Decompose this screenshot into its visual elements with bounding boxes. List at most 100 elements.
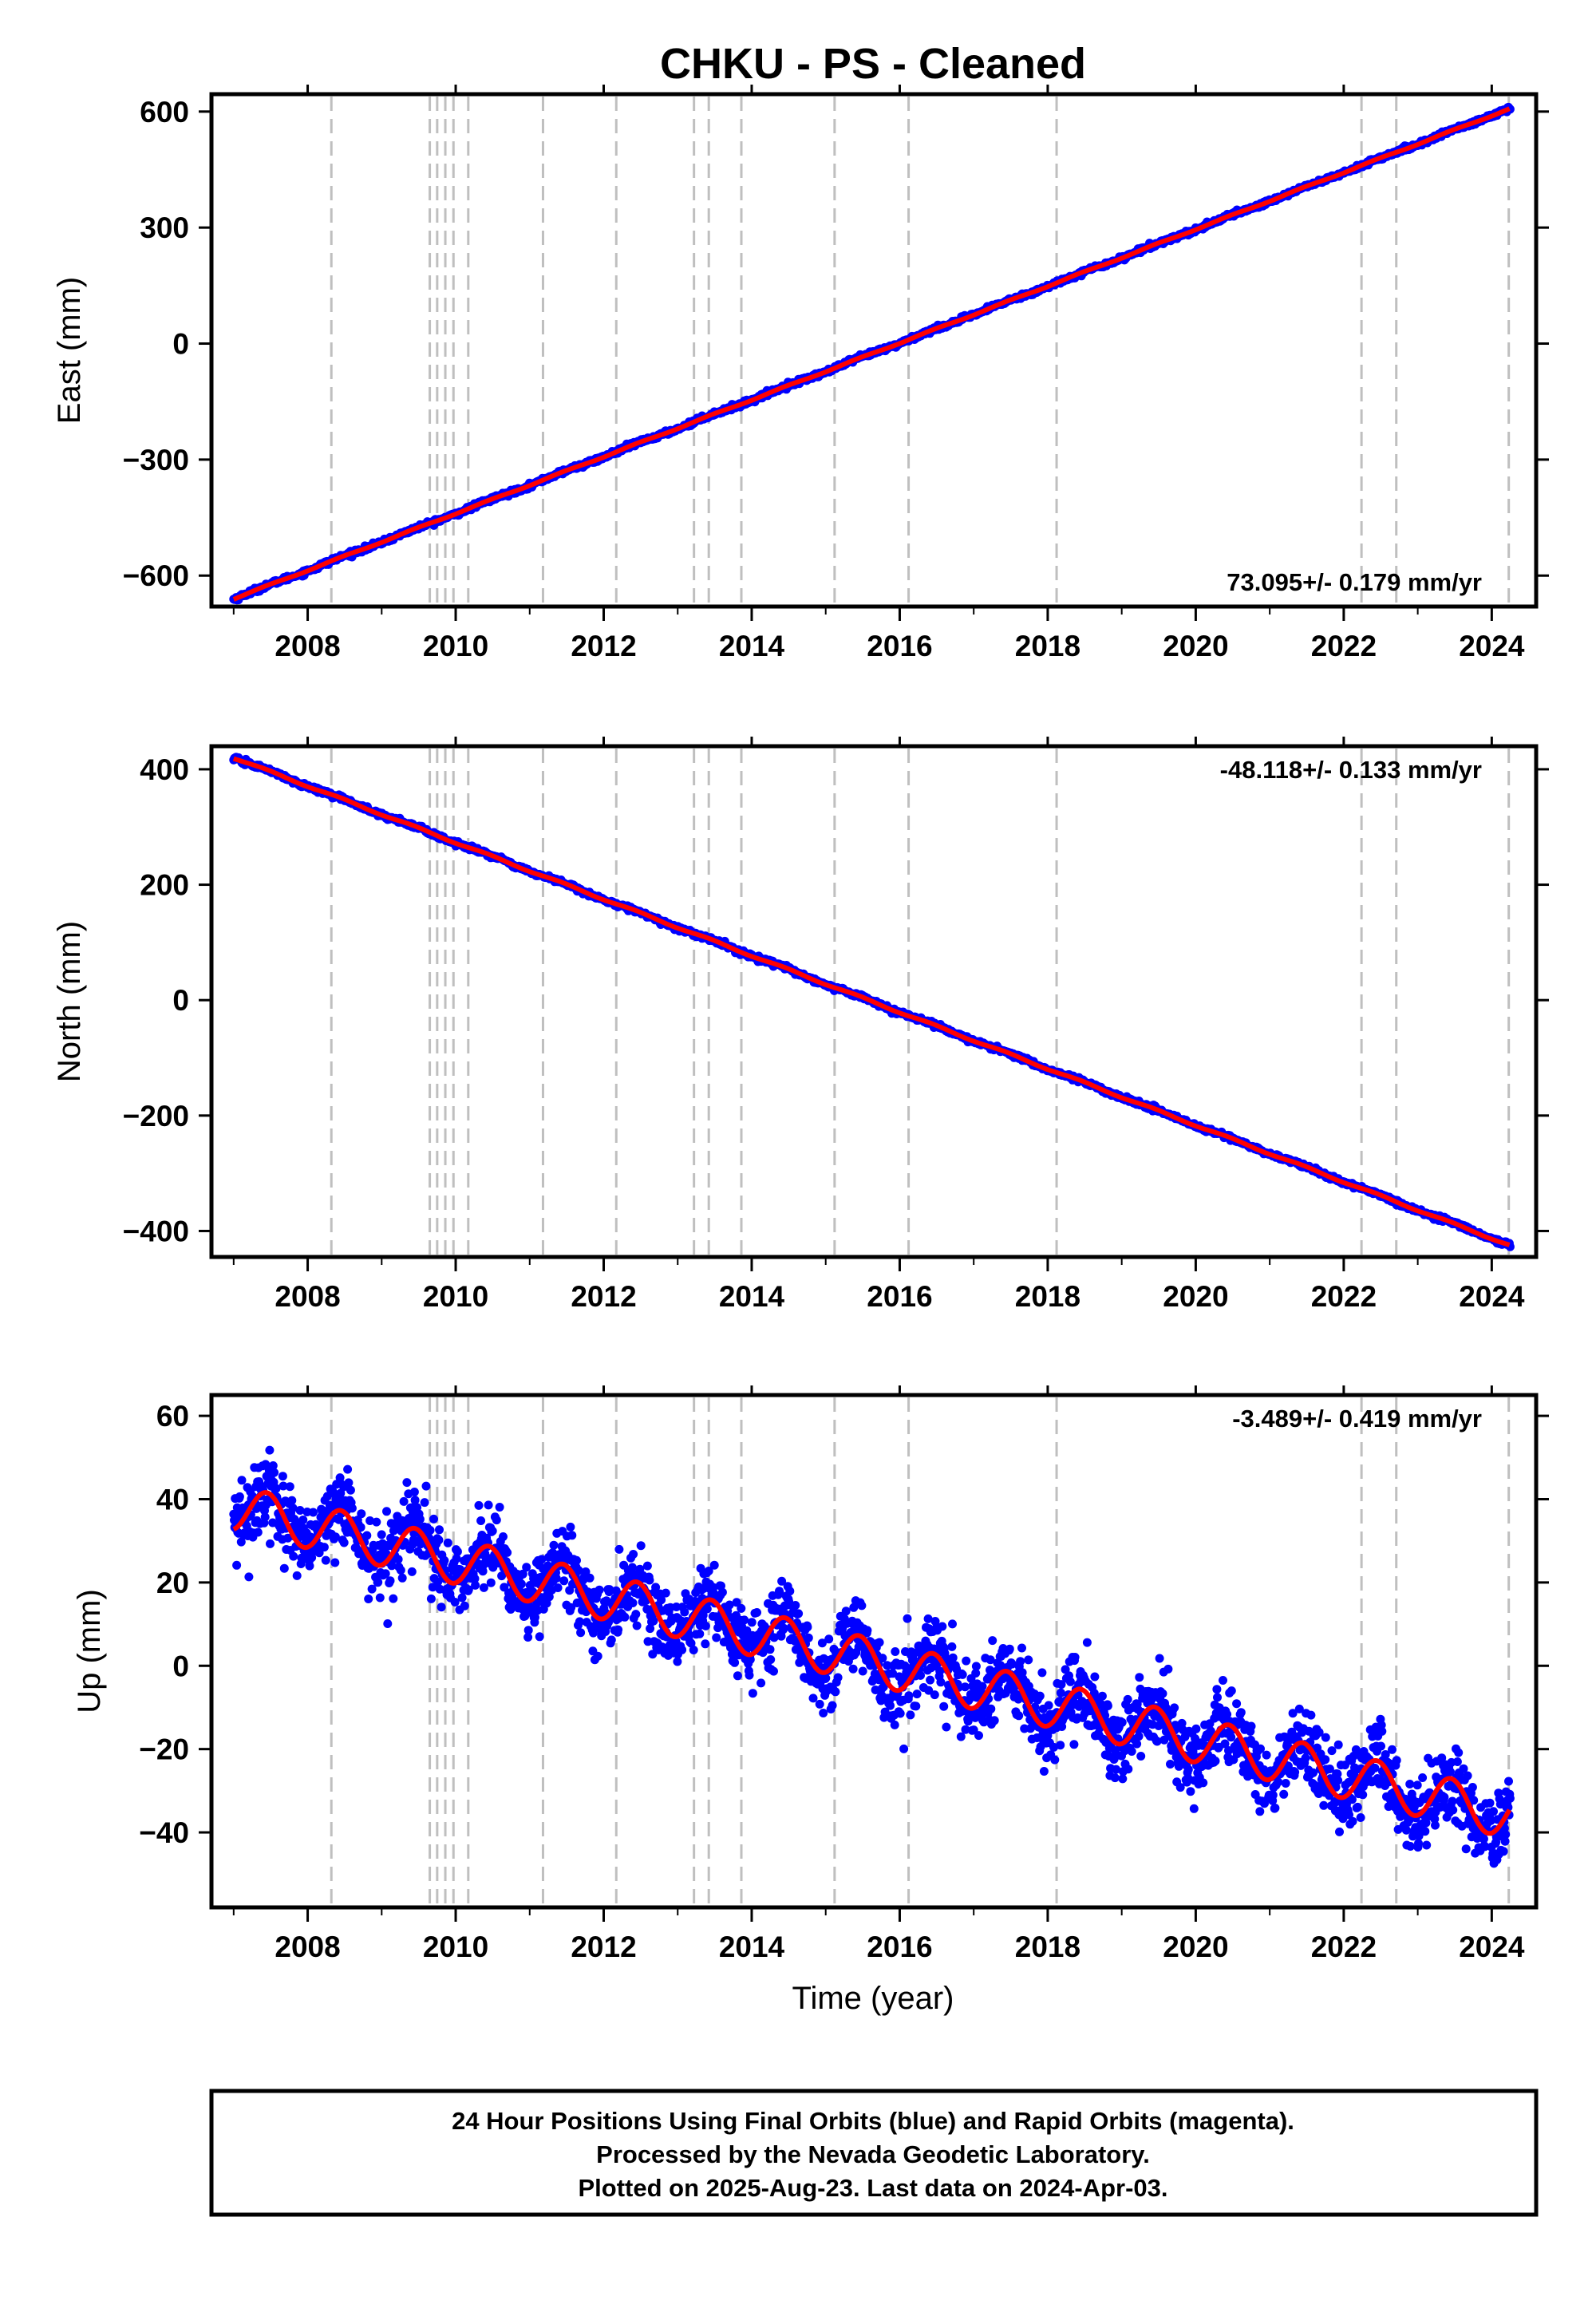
y-axis-label: North (mm) [52,921,87,1082]
data-point [415,1515,425,1524]
data-point [828,1701,837,1710]
data-point [875,1638,884,1647]
data-point [878,1654,887,1663]
data-point [748,1689,757,1698]
data-point [960,1682,970,1692]
x-tick-label: 2022 [1311,1280,1377,1313]
data-point [566,1522,575,1531]
data-point [757,1678,766,1688]
data-point [551,1574,561,1583]
data-point [396,1566,405,1575]
x-tick-label: 2020 [1163,630,1228,662]
data-point [947,1642,957,1651]
data-point [962,1656,971,1666]
x-tick-label: 2008 [275,1280,340,1313]
data-point [904,1691,914,1701]
data-point [958,1670,967,1679]
data-point [942,1722,951,1732]
data-point [803,1622,812,1632]
data-point [819,1709,828,1717]
data-point [452,1547,462,1556]
data-point [986,1704,996,1713]
data-point [549,1540,559,1550]
data-point [503,1547,512,1557]
data-point [938,1622,947,1631]
data-point [1024,1655,1033,1665]
data-point [585,1573,595,1583]
data-point [407,1567,417,1576]
x-tick-label: 2018 [1015,630,1080,662]
data-point [346,1485,355,1495]
data-point [753,1608,761,1617]
data-point [347,1504,357,1513]
data-point [372,1517,381,1527]
data-point [382,1507,391,1516]
y-tick-label: 400 [140,753,189,786]
data-point [628,1599,638,1607]
x-tick-label: 2020 [1163,1280,1228,1313]
x-tick-label: 2012 [571,630,636,662]
data-point [488,1526,497,1535]
data-point [244,1572,254,1582]
data-point [1014,1711,1024,1721]
data-point [460,1601,469,1611]
data-point [309,1508,318,1517]
data-point [232,1560,242,1570]
data-point [891,1647,900,1656]
data-point [399,1496,409,1506]
data-point [903,1614,912,1623]
data-point [1037,1668,1047,1678]
data-point [712,1633,721,1642]
plot-frame [209,92,1539,609]
data-point [572,1555,581,1565]
data-point [420,1498,429,1508]
data-point [440,1555,449,1565]
data-point [237,1476,247,1485]
panels: 2008 2010 2012 2014 2016 2018 2020 2022 2024−600… [52,85,1549,1963]
x-tick-label: 2010 [423,630,488,662]
x-tick-label: 2014 [719,1280,785,1313]
data-point [278,1472,287,1481]
data-point [990,1716,999,1725]
data-point [661,1588,670,1598]
data-point [974,1731,983,1741]
data-point [429,1514,438,1524]
data-point [948,1653,958,1662]
data-point [425,1526,435,1535]
x-tick-label: 2014 [719,630,785,662]
data-point [794,1609,804,1618]
data-point [1056,1688,1065,1697]
data-point [235,1492,244,1501]
data-point [474,1500,484,1510]
data-point [863,1626,872,1635]
data-point [1039,1767,1049,1776]
data-point [1016,1657,1025,1666]
data-point [636,1541,646,1551]
model-curve [232,106,1511,602]
data-point [402,1478,412,1488]
data-point [936,1678,946,1687]
data-point [437,1603,446,1612]
data-point [1069,1740,1079,1749]
data-point [265,1445,275,1455]
panel-north: 2008 2010 2012 2014 2016 2018 2020 2022 2024−400… [52,737,1549,1313]
rate-label: 73.095+/- 0.179 mm/yr [1227,568,1482,596]
data-point [824,1634,834,1644]
data-point [389,1594,398,1603]
data-point [886,1701,895,1710]
data-point [1005,1644,1014,1654]
data-point [253,1528,263,1537]
data-point [939,1701,949,1711]
x-tick-label: 2012 [571,1280,636,1313]
data-point [645,1575,654,1585]
data-point [266,1539,275,1548]
data-point [516,1579,526,1589]
data-point [733,1671,742,1681]
data-point [260,1512,270,1522]
data-point [553,1583,563,1592]
data-point [899,1744,909,1753]
y-tick-label: −600 [123,559,189,592]
data-point [912,1690,922,1699]
data-point [457,1593,467,1603]
